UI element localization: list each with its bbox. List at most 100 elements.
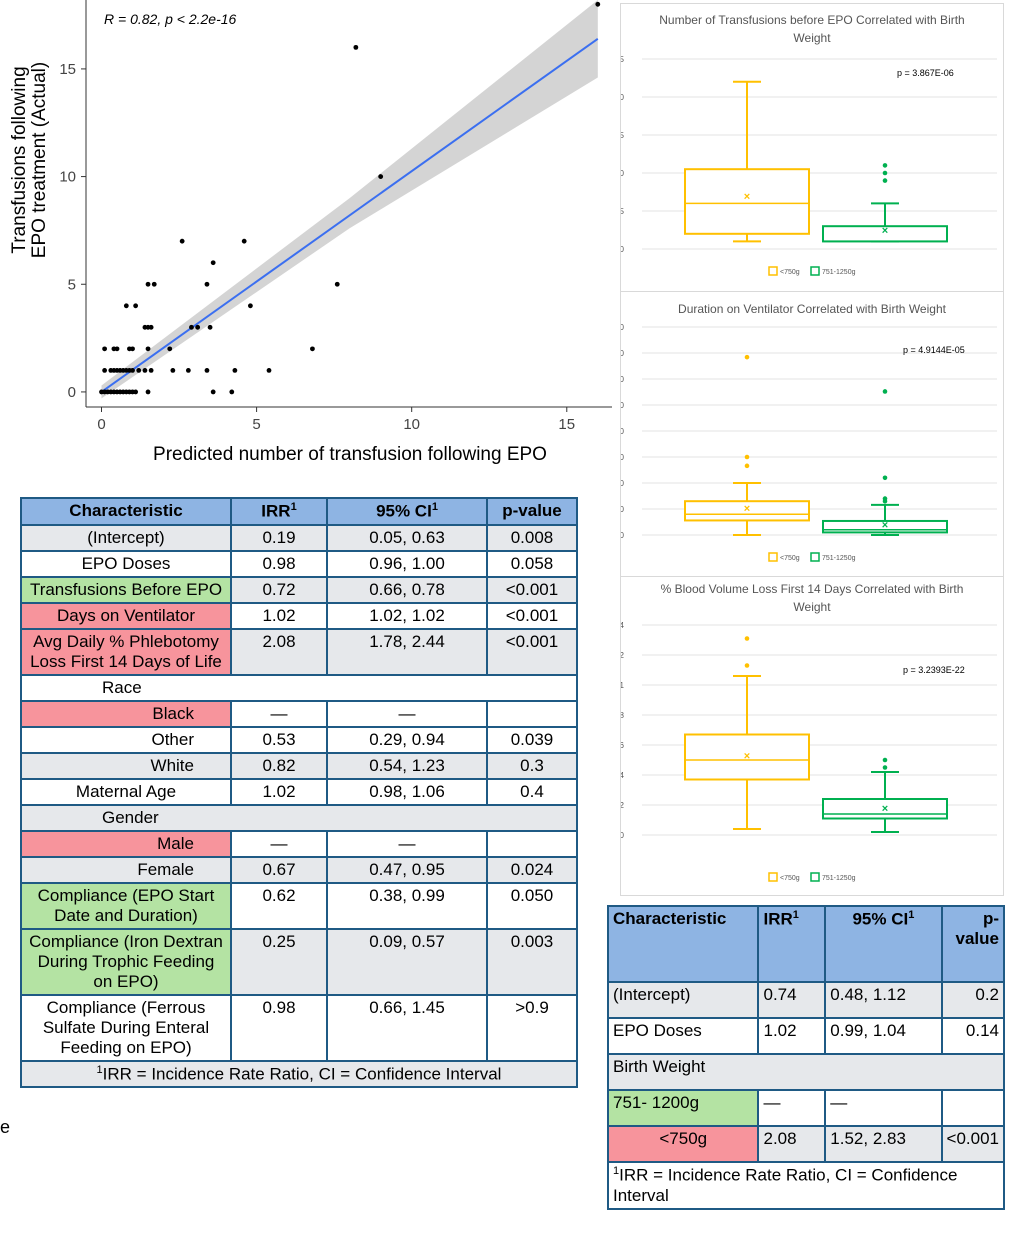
cell-irr: 0.82	[230, 751, 328, 780]
y-tick-label: 10	[59, 169, 76, 186]
table-row: EPO Doses 0.98 0.96, 1.00 0.058	[20, 549, 578, 578]
header-characteristic: Characteristic	[20, 497, 232, 526]
table-row: Race	[20, 673, 578, 702]
data-point	[145, 346, 151, 352]
data-point	[185, 367, 191, 373]
data-point	[130, 367, 135, 373]
outlier-point	[882, 389, 888, 394]
box	[684, 733, 810, 781]
data-point	[114, 346, 120, 352]
regression-table-main: Characteristic IRR1 95% CI1 p-value (Int…	[20, 497, 578, 1089]
table-row: Days on Ventilator 1.02 1.02, 1.02 <0.001	[20, 601, 578, 630]
table-row: White 0.82 0.54, 1.23 0.3	[20, 751, 578, 780]
cell-characteristic: Compliance (Ferrous Sulfate During Enter…	[20, 993, 232, 1062]
data-point	[210, 260, 216, 266]
box	[684, 500, 810, 522]
data-point	[232, 367, 238, 373]
correlation-annotation: R = 0.82, p < 2.2e-16	[104, 11, 237, 27]
data-point	[195, 324, 201, 330]
mean-marker: ×	[744, 503, 750, 515]
table-row: Male — —	[20, 829, 578, 858]
data-point	[595, 1, 601, 7]
y-tick-label: 20	[621, 93, 625, 102]
cell-ci: 1.52, 2.83	[824, 1125, 943, 1163]
p-value-annotation: p = 3.2393E-22	[903, 665, 965, 675]
y-tick-label: 15	[59, 61, 76, 78]
mean-marker: ×	[882, 225, 888, 237]
data-point	[310, 346, 315, 352]
y-tick-label: 0	[68, 384, 76, 401]
cell-p: 0.4	[486, 777, 578, 806]
mean-marker: ×	[882, 803, 888, 815]
cell-ci: 0.48, 1.12	[824, 981, 943, 1019]
table-header-row: Characteristic IRR1 95% CI1 p-value	[20, 497, 578, 526]
cell-characteristic: Avg Daily % Phlebotomy Loss First 14 Day…	[20, 627, 232, 676]
cell-characteristic: Days on Ventilator	[20, 601, 232, 630]
table-row: <750g 2.08 1.52, 2.83 <0.001	[606, 1125, 1005, 1163]
cell-ci: 0.99, 1.04	[824, 1017, 943, 1055]
cell-irr: 1.02	[230, 601, 328, 630]
outlier-point	[882, 765, 888, 770]
box-panel-blood-loss: % Blood Volume Loss First 14 Days Correl…	[608, 576, 1004, 896]
cell-characteristic: White	[20, 751, 232, 780]
y-tick-label: 50	[621, 505, 625, 514]
y-tick-label: 0.02	[621, 801, 625, 810]
cell-ci: 0.29, 0.94	[326, 725, 488, 754]
legend-label: 751-1250g	[822, 875, 856, 882]
cell-p: 0.039	[486, 725, 578, 754]
cell-ci: 0.66, 0.78	[326, 575, 488, 604]
cell-ci: 0.05, 0.63	[326, 523, 488, 552]
outlier-point	[882, 757, 888, 763]
cell-irr: —	[230, 829, 328, 858]
cell-p: <0.001	[486, 601, 578, 630]
table-footnote: 1IRR = Incidence Rate Ratio, CI = Confid…	[607, 1161, 1005, 1210]
cell-characteristic: EPO Doses	[606, 1017, 760, 1055]
box-chart-transfusions: Number of Transfusions before EPO Correl…	[615, 13, 997, 276]
data-point	[145, 281, 151, 287]
legend-label: 751-1250g	[822, 555, 856, 562]
y-tick-label: 200	[621, 427, 625, 436]
regression-table-birth-weight: Characteristic IRR1 95% CI1 p-value (Int…	[606, 905, 1005, 1210]
cell-ci: 0.98, 1.06	[326, 777, 488, 806]
cell-characteristic: Compliance (EPO Start Date and Duration)	[20, 881, 232, 930]
legend-swatch	[810, 266, 820, 276]
y-tick-label: 0	[621, 531, 625, 540]
data-point	[136, 367, 142, 373]
cell-p: <0.001	[940, 1125, 1005, 1163]
table-footnote-row: 1IRR = Incidence Rate Ratio, CI = Confid…	[20, 1059, 578, 1089]
cell-ci: 0.96, 1.00	[326, 549, 488, 578]
table-row: Black — —	[20, 699, 578, 728]
cell-characteristic: Maternal Age	[20, 777, 232, 806]
chart-title-line1: Duration on Ventilator Correlated with B…	[678, 302, 947, 316]
table-footnote: 1IRR = Incidence Rate Ratio, CI = Confid…	[20, 1059, 578, 1089]
data-point	[189, 324, 194, 330]
data-point	[142, 367, 148, 373]
cell-characteristic: Compliance (Iron Dextran During Trophic …	[20, 927, 232, 996]
cell-irr: 0.72	[230, 575, 328, 604]
table-row: Avg Daily % Phlebotomy Loss First 14 Day…	[20, 627, 578, 676]
x-tick-label: 15	[558, 416, 575, 433]
cell-characteristic: Transfusions Before EPO	[20, 575, 232, 604]
cell-irr: 1.02	[757, 1017, 827, 1055]
mean-marker: ×	[744, 751, 750, 763]
cell-irr: —	[230, 699, 328, 728]
cell-irr: 0.74	[757, 981, 827, 1019]
header-characteristic: Characteristic	[606, 905, 760, 983]
table-row: (Intercept) 0.19 0.05, 0.63 0.008	[20, 523, 578, 552]
data-point	[241, 238, 247, 244]
table-row: 751- 1200g — —	[606, 1089, 1005, 1127]
cell-p: >0.9	[486, 993, 578, 1062]
data-point	[145, 389, 151, 395]
outlier-point	[882, 163, 888, 168]
cell-irr: 0.19	[230, 523, 328, 552]
cell-ci: —	[326, 699, 488, 728]
y-tick-label: 0.12	[621, 651, 625, 660]
cell-p: 0.2	[940, 981, 1005, 1019]
box-panel-transfusions: Number of Transfusions before EPO Correl…	[615, 3, 1004, 292]
cell-p: 0.050	[486, 881, 578, 930]
cell-ci: 0.66, 1.45	[326, 993, 488, 1062]
cell-characteristic: (Intercept)	[20, 523, 232, 552]
y-tick-label: 15	[621, 131, 625, 140]
scatter-plot: 0 5 10 15 0 5 10 15 R = 0.82, p < 2.2e-16 Predict…	[9, 0, 612, 465]
header-irr: IRR1	[230, 497, 328, 526]
